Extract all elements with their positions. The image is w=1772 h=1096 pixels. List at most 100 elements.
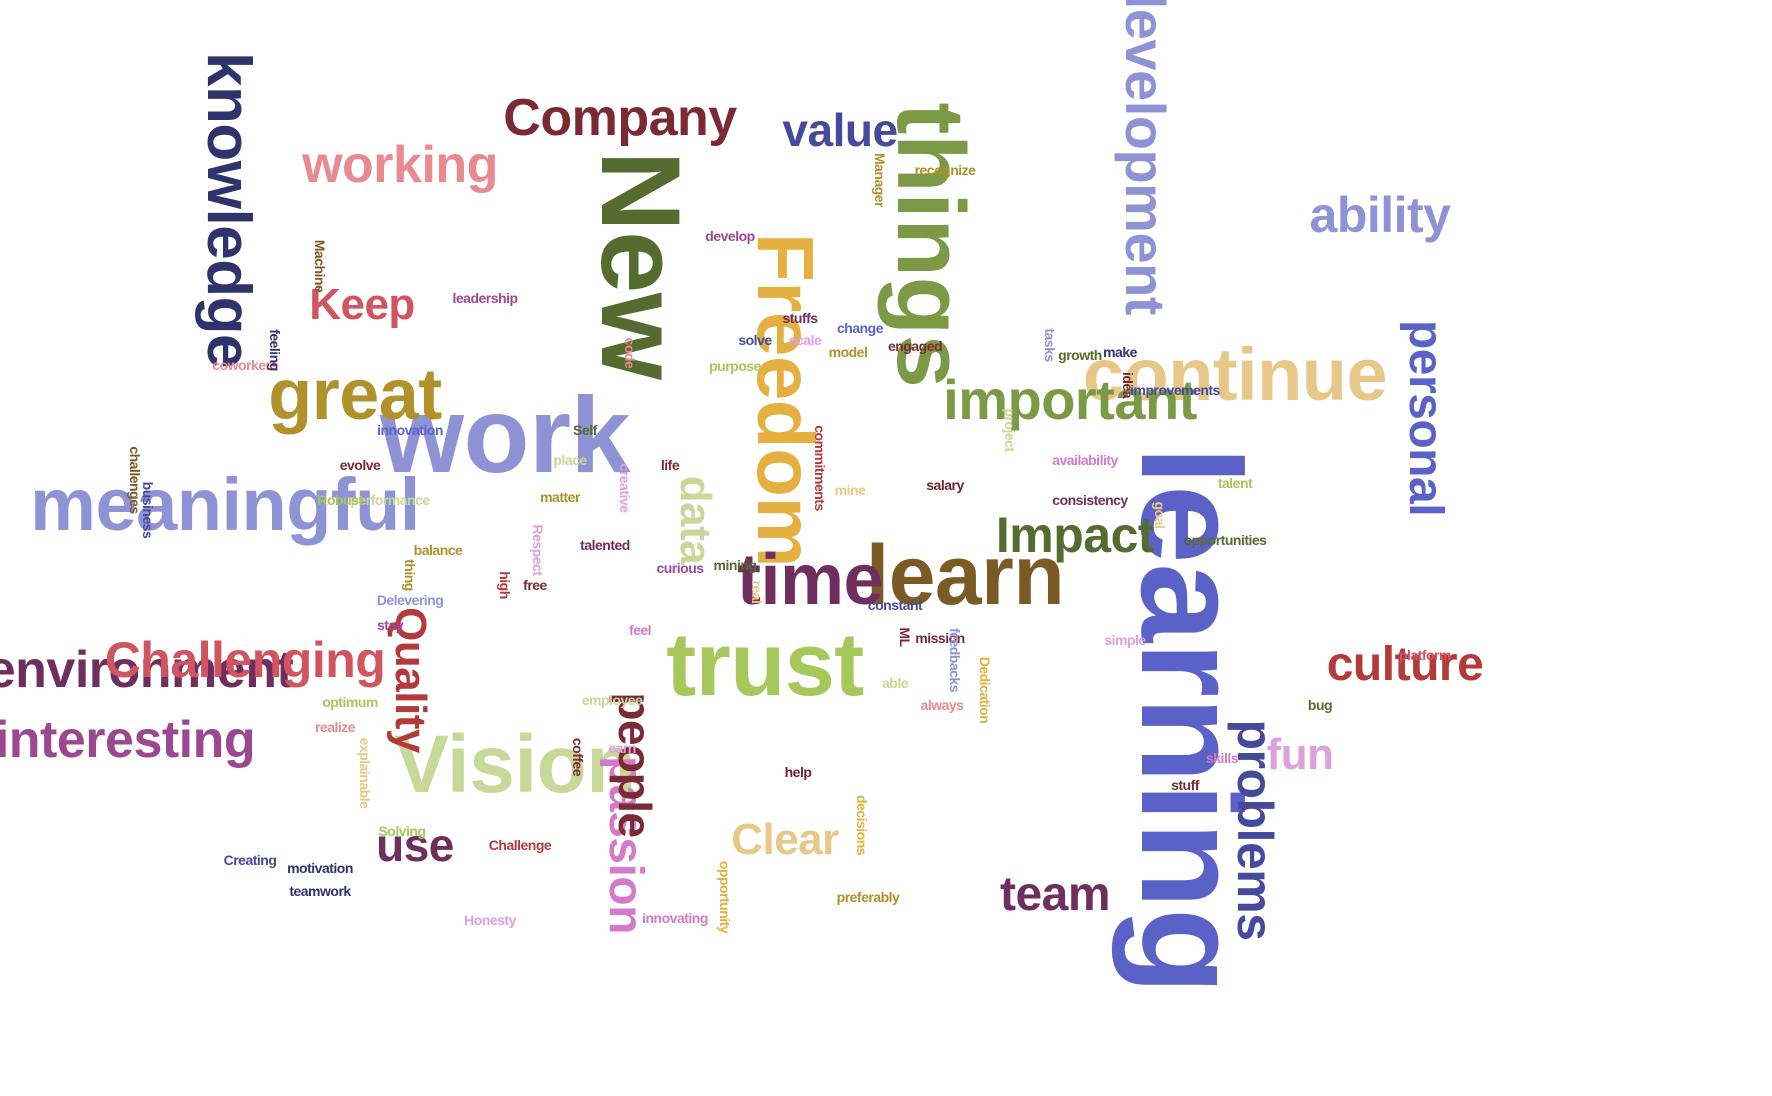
word-stuffs: stuffs (782, 310, 818, 326)
word-mine: mine (834, 482, 866, 498)
word-culture: culture (1326, 638, 1484, 691)
word-dedication: Dedication (977, 656, 993, 724)
word-code: code (622, 337, 638, 369)
word-trust: trust (666, 615, 864, 715)
word-feel: feel (628, 622, 652, 638)
word-employee: employee (581, 692, 643, 708)
word-meaningful: meaningful (30, 463, 420, 546)
word-salary: salary (926, 477, 964, 493)
word-learn: learn (865, 528, 1065, 622)
word-availability: availability (1052, 452, 1118, 468)
word-place: place (553, 452, 587, 468)
word-optimum: optimum (322, 694, 378, 710)
word-feeling: feeling (267, 329, 283, 371)
word-preferably: preferably (836, 889, 900, 905)
word-stay: stay (376, 617, 404, 633)
word-thing: thing (402, 559, 418, 591)
word-platform: platform (1399, 647, 1452, 663)
word-help: help (784, 764, 812, 780)
word-creative: creative (617, 463, 633, 513)
word-recognize: recognize (914, 162, 976, 178)
word-solve: solve (738, 332, 772, 348)
word-interesting: interesting (0, 711, 256, 769)
word-development: development (1114, 0, 1177, 315)
word-challenge: Challenge (488, 837, 552, 853)
word-constant: constant (867, 597, 923, 613)
word-fun: fun (1266, 730, 1334, 779)
word-engaged: engaged (887, 338, 943, 354)
word-ml: ML (897, 627, 913, 647)
word-value: value (782, 104, 898, 156)
word-free: free (523, 577, 547, 593)
word-scale: scale (788, 332, 822, 348)
word-ability: ability (1309, 187, 1451, 243)
word-motivation: motivation (287, 860, 353, 876)
word-make: make (1103, 344, 1137, 360)
word-keep: Keep (309, 280, 415, 329)
word-matter: matter (540, 489, 580, 505)
word-growth: growth (1058, 347, 1102, 363)
word-self: Self (573, 422, 597, 438)
word-innovating: innovating (642, 910, 708, 926)
word-delevering: Delevering (376, 592, 444, 608)
word-balance: balance (413, 542, 463, 558)
word-continue: continue (1082, 333, 1388, 416)
word-coworkers: coworkers (212, 357, 278, 373)
word-important: important (943, 368, 1197, 431)
word-goal: goal (1152, 501, 1168, 529)
word-real: real (749, 580, 765, 604)
word-always: always (920, 697, 964, 713)
word-evolve: evolve (339, 457, 381, 473)
word-working: working (302, 136, 498, 194)
word-impact: Impact (995, 507, 1155, 563)
word-idea: idea (1120, 371, 1136, 399)
word-mission: mission (915, 630, 965, 646)
word-explainable: explainable (357, 737, 373, 809)
word-business: business (140, 481, 156, 539)
word-use: use (376, 819, 454, 871)
word-solving: Solving (378, 823, 426, 839)
word-company: Company (503, 89, 737, 147)
word-project: project (1002, 408, 1018, 452)
word-machine: Machine (312, 239, 328, 293)
word-leadership: leadership (452, 290, 518, 306)
word-improvements: improvements (1130, 382, 1220, 398)
word-personal: personal (1399, 319, 1452, 517)
word-talented: talented (580, 537, 630, 553)
word-realize: realize (314, 719, 356, 735)
word-life: life (660, 457, 680, 473)
word-work: work (379, 374, 631, 495)
word-performance: performance (350, 492, 430, 508)
word-mining: mining (713, 557, 757, 573)
word-time: time (736, 540, 884, 620)
word-decisions: decisions (854, 794, 870, 856)
word-innovation: innovation (377, 422, 443, 438)
word-opportunities: opportunities (1183, 532, 1267, 548)
word-able: able (881, 675, 909, 691)
word-new: New (578, 150, 703, 380)
word-knowledge: knowledge (194, 52, 263, 368)
word-skills: skills (1205, 750, 1239, 766)
word-talent: talent (1217, 475, 1253, 491)
word-manager: Manager (872, 152, 888, 208)
word-develop: develop (705, 228, 755, 244)
word-people: people (609, 692, 661, 838)
word-challenging: Challenging (104, 632, 386, 688)
word-purpose: purpose (709, 358, 761, 374)
word-team: team (999, 868, 1111, 921)
word-creating: Creating (223, 852, 277, 868)
word-high: high (497, 571, 513, 599)
word-honesty: Honesty (464, 912, 516, 928)
word-robust: Robust (317, 492, 363, 508)
word-teamwork: teamwork (289, 883, 351, 899)
word-model: model (828, 344, 868, 360)
word-commitments: commitments (812, 425, 828, 511)
word-environment: environment (0, 641, 294, 699)
word-great: great (268, 355, 442, 435)
word-tasks: tasks (1042, 328, 1058, 362)
word-opportunity: opportunity (717, 860, 733, 934)
word-clear: Clear (731, 815, 839, 864)
word-respect: Respect (530, 524, 546, 576)
word-simple: simple (1104, 632, 1146, 648)
